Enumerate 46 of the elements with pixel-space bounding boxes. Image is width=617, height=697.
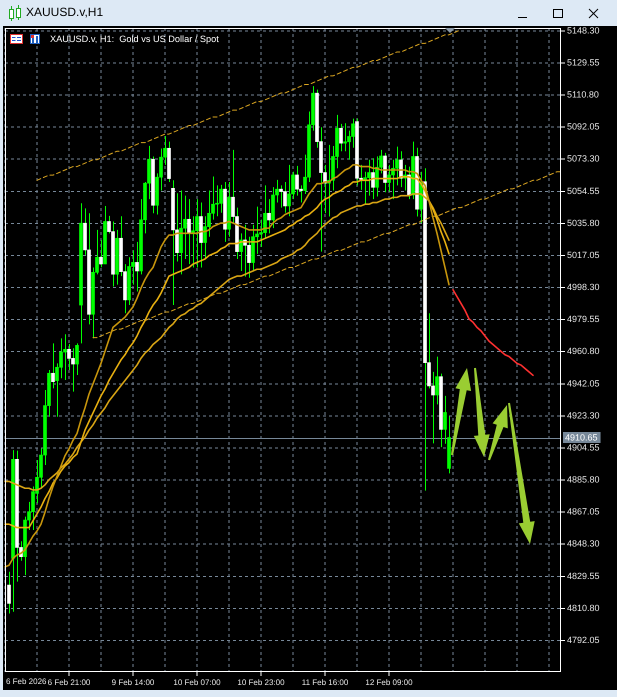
y-tick-label: 5054.55 — [567, 186, 600, 196]
y-tick-label: 4792.05 — [567, 634, 600, 645]
y-tick-label: 5035.80 — [567, 218, 600, 228]
candlestick — [295, 165, 299, 196]
y-tick-label: 4998.30 — [567, 282, 600, 292]
chart-title: XAUUSD.v,H1 — [26, 5, 104, 19]
y-tick-label: 5017.05 — [567, 250, 600, 260]
candlestick — [387, 164, 391, 192]
y-tick-label: 4960.80 — [567, 346, 600, 356]
y-tick-label: 4829.55 — [567, 570, 600, 581]
ref-line-label: 4910.65 — [565, 432, 598, 442]
candlestick — [187, 198, 191, 265]
y-tick-label: 5073.30 — [567, 154, 600, 164]
y-tick-label: 4885.80 — [567, 474, 600, 485]
y-tick-label: 4923.30 — [567, 410, 600, 420]
y-tick-label: 5129.55 — [567, 57, 600, 68]
candlestick — [195, 198, 199, 268]
y-tick-label: 5148.30 — [567, 25, 600, 36]
candlestick — [343, 122, 347, 152]
candlestick — [203, 216, 207, 260]
y-tick-label: 5110.80 — [567, 90, 599, 100]
y-tick-label: 5092.05 — [567, 122, 600, 132]
candlestick — [63, 334, 67, 380]
y-tick-label: 4848.30 — [567, 538, 600, 549]
candlestick — [283, 181, 287, 214]
x-tick-label: 12 Feb 09:00 — [365, 678, 414, 688]
y-tick-label: 4810.80 — [567, 602, 600, 613]
candlestick — [287, 164, 291, 217]
x-tick-label: 11 Feb 16:00 — [302, 678, 349, 688]
y-tick-label: 4979.55 — [567, 314, 600, 324]
y-tick-label: 4904.55 — [567, 442, 600, 452]
candlestick — [71, 348, 75, 392]
text: XAUUSD.v, H1: Gold vs US Dollar / Spot — [50, 34, 219, 44]
candlestick — [219, 184, 223, 214]
text: 6 Feb 2026 — [6, 677, 48, 686]
candlestick — [267, 198, 271, 234]
candlestick — [371, 158, 375, 200]
y-tick-label: 4867.05 — [567, 506, 600, 517]
x-tick-label: 9 Feb 14:00 — [112, 678, 155, 688]
x-tick-label: 10 Feb 07:00 — [173, 678, 222, 688]
candlestick — [239, 232, 243, 272]
x-tick-label: 6 Feb 21:00 — [48, 678, 91, 688]
candlestick — [279, 184, 283, 208]
y-tick-label: 4942.05 — [567, 378, 600, 388]
x-tick-label: 10 Feb 23:00 — [237, 678, 286, 688]
line-series — [36, 29, 462, 181]
